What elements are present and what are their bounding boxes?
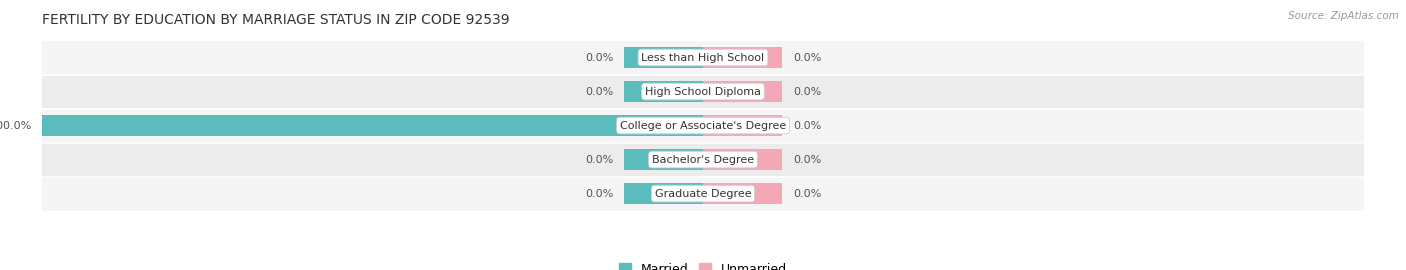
Bar <box>624 81 703 102</box>
Bar <box>42 177 1364 211</box>
Text: 100.0%: 100.0% <box>0 120 31 131</box>
Bar <box>42 143 1364 177</box>
Bar <box>624 183 703 204</box>
Bar <box>703 47 782 68</box>
Text: 0.0%: 0.0% <box>793 154 821 165</box>
Bar <box>624 47 703 68</box>
Bar <box>42 115 703 136</box>
Text: Less than High School: Less than High School <box>641 52 765 63</box>
Text: Bachelor's Degree: Bachelor's Degree <box>652 154 754 165</box>
Text: 0.0%: 0.0% <box>585 188 613 199</box>
Text: 0.0%: 0.0% <box>585 86 613 97</box>
Text: High School Diploma: High School Diploma <box>645 86 761 97</box>
Text: 0.0%: 0.0% <box>793 86 821 97</box>
Bar <box>703 149 782 170</box>
Bar <box>703 81 782 102</box>
Text: Graduate Degree: Graduate Degree <box>655 188 751 199</box>
Bar <box>42 109 1364 143</box>
Text: 0.0%: 0.0% <box>585 52 613 63</box>
Bar <box>703 115 782 136</box>
Bar <box>624 149 703 170</box>
Text: 0.0%: 0.0% <box>793 52 821 63</box>
Text: 0.0%: 0.0% <box>793 120 821 131</box>
Bar <box>42 40 1364 75</box>
Text: 0.0%: 0.0% <box>585 154 613 165</box>
Text: College or Associate's Degree: College or Associate's Degree <box>620 120 786 131</box>
Legend: Married, Unmarried: Married, Unmarried <box>613 258 793 270</box>
Text: 0.0%: 0.0% <box>793 188 821 199</box>
Text: FERTILITY BY EDUCATION BY MARRIAGE STATUS IN ZIP CODE 92539: FERTILITY BY EDUCATION BY MARRIAGE STATU… <box>42 13 510 27</box>
Bar <box>703 183 782 204</box>
Text: Source: ZipAtlas.com: Source: ZipAtlas.com <box>1288 11 1399 21</box>
Bar <box>42 75 1364 109</box>
